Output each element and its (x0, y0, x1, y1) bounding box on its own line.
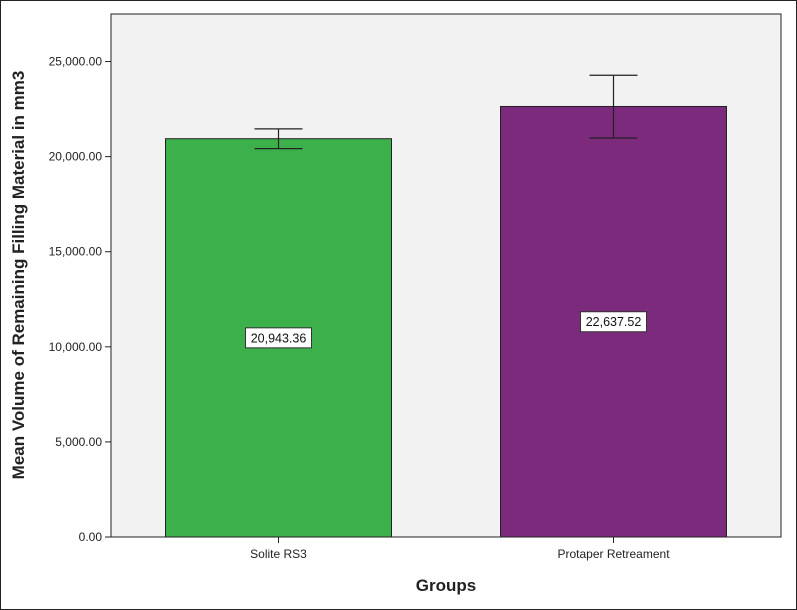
y-tick-label: 0.00 (79, 530, 103, 544)
x-category-label: Solite RS3 (250, 547, 307, 561)
value-labels-group: 20,943.36 22,637.52 (245, 311, 647, 349)
value-label: 20,943.36 (251, 331, 307, 345)
y-axis: 0.00 5,000.00 10,000.00 15,000.00 20,000.00 2… (49, 55, 111, 544)
y-tick-label: 5,000.00 (55, 435, 102, 449)
y-tick-label: 10,000.00 (49, 340, 103, 354)
x-category-label: Protaper Retreament (557, 547, 670, 561)
y-tick-label: 15,000.00 (49, 245, 103, 259)
y-tick-label: 25,000.00 (49, 55, 103, 69)
y-tick-label: 20,000.00 (49, 150, 103, 164)
error-bars-group (254, 74, 638, 150)
x-axis-title: Groups (416, 576, 476, 595)
y-axis-title: Mean Volume of Remaining Filling Materia… (9, 71, 28, 480)
value-label-box (245, 327, 312, 349)
value-label-box (580, 311, 647, 333)
value-label: 22,637.52 (586, 315, 642, 329)
x-axis: Solite RS3 Protaper Retreament (250, 537, 670, 561)
